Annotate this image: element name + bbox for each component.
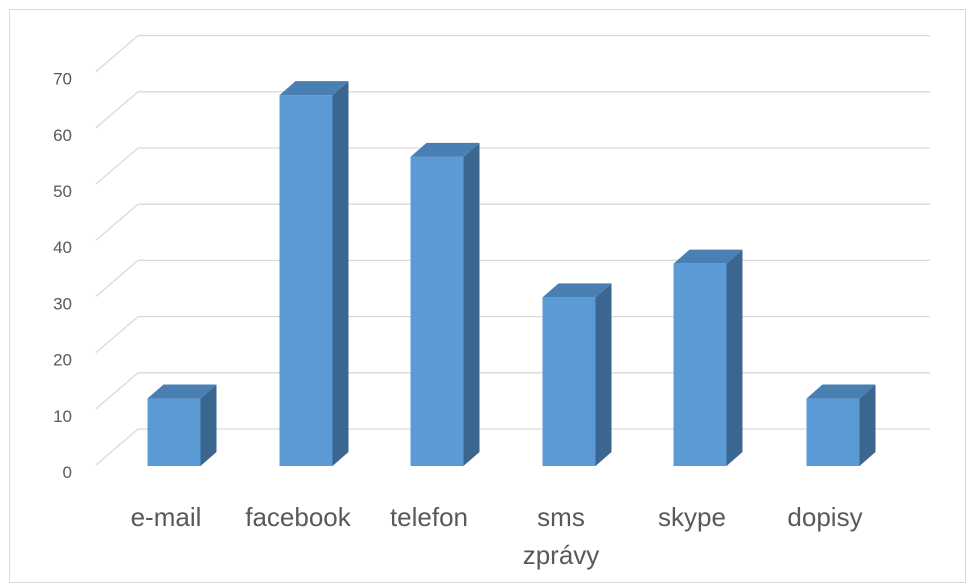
bar-side [726, 249, 743, 466]
x-category-label: sms [537, 502, 585, 532]
bar-top [147, 384, 217, 399]
gridline-slant [95, 91, 139, 129]
x-category-label: skype [658, 502, 726, 532]
bar [806, 398, 860, 466]
gridline-slant [95, 372, 139, 410]
bar-side [595, 283, 612, 466]
y-tick-label: 30 [53, 294, 72, 313]
x-category-label: dopisy [787, 502, 862, 532]
bar [410, 156, 464, 466]
x-category-label: facebook [245, 502, 352, 532]
y-tick-label: 40 [53, 238, 72, 257]
y-tick-label: 10 [53, 407, 72, 426]
bar [673, 263, 727, 466]
gridline-slant [95, 147, 139, 185]
bar-side [463, 142, 480, 466]
bar [147, 398, 201, 466]
y-tick-label: 70 [53, 70, 72, 89]
bar [279, 95, 333, 466]
bar-top [279, 81, 349, 96]
y-tick-label: 50 [53, 182, 72, 201]
bar-top [542, 283, 612, 298]
bar [542, 297, 596, 466]
gridline-slant [95, 203, 139, 241]
x-category-label: zprávy [523, 540, 600, 570]
x-category-label: telefon [390, 502, 468, 532]
y-tick-label: 0 [63, 463, 72, 482]
gridline-slant [95, 428, 139, 466]
bar-top [410, 142, 480, 157]
bar-side [200, 384, 217, 466]
y-tick-label: 20 [53, 351, 72, 370]
x-category-label: e-mail [131, 502, 202, 532]
y-tick-label: 60 [53, 126, 72, 145]
bar-top [673, 249, 743, 264]
gridline-slant [95, 35, 139, 73]
gridline-slant [95, 316, 139, 354]
bar-side [859, 384, 876, 466]
bar-side [332, 81, 349, 466]
chart-area [9, 9, 966, 583]
gridline-slant [95, 259, 139, 297]
bar-top [806, 384, 876, 399]
